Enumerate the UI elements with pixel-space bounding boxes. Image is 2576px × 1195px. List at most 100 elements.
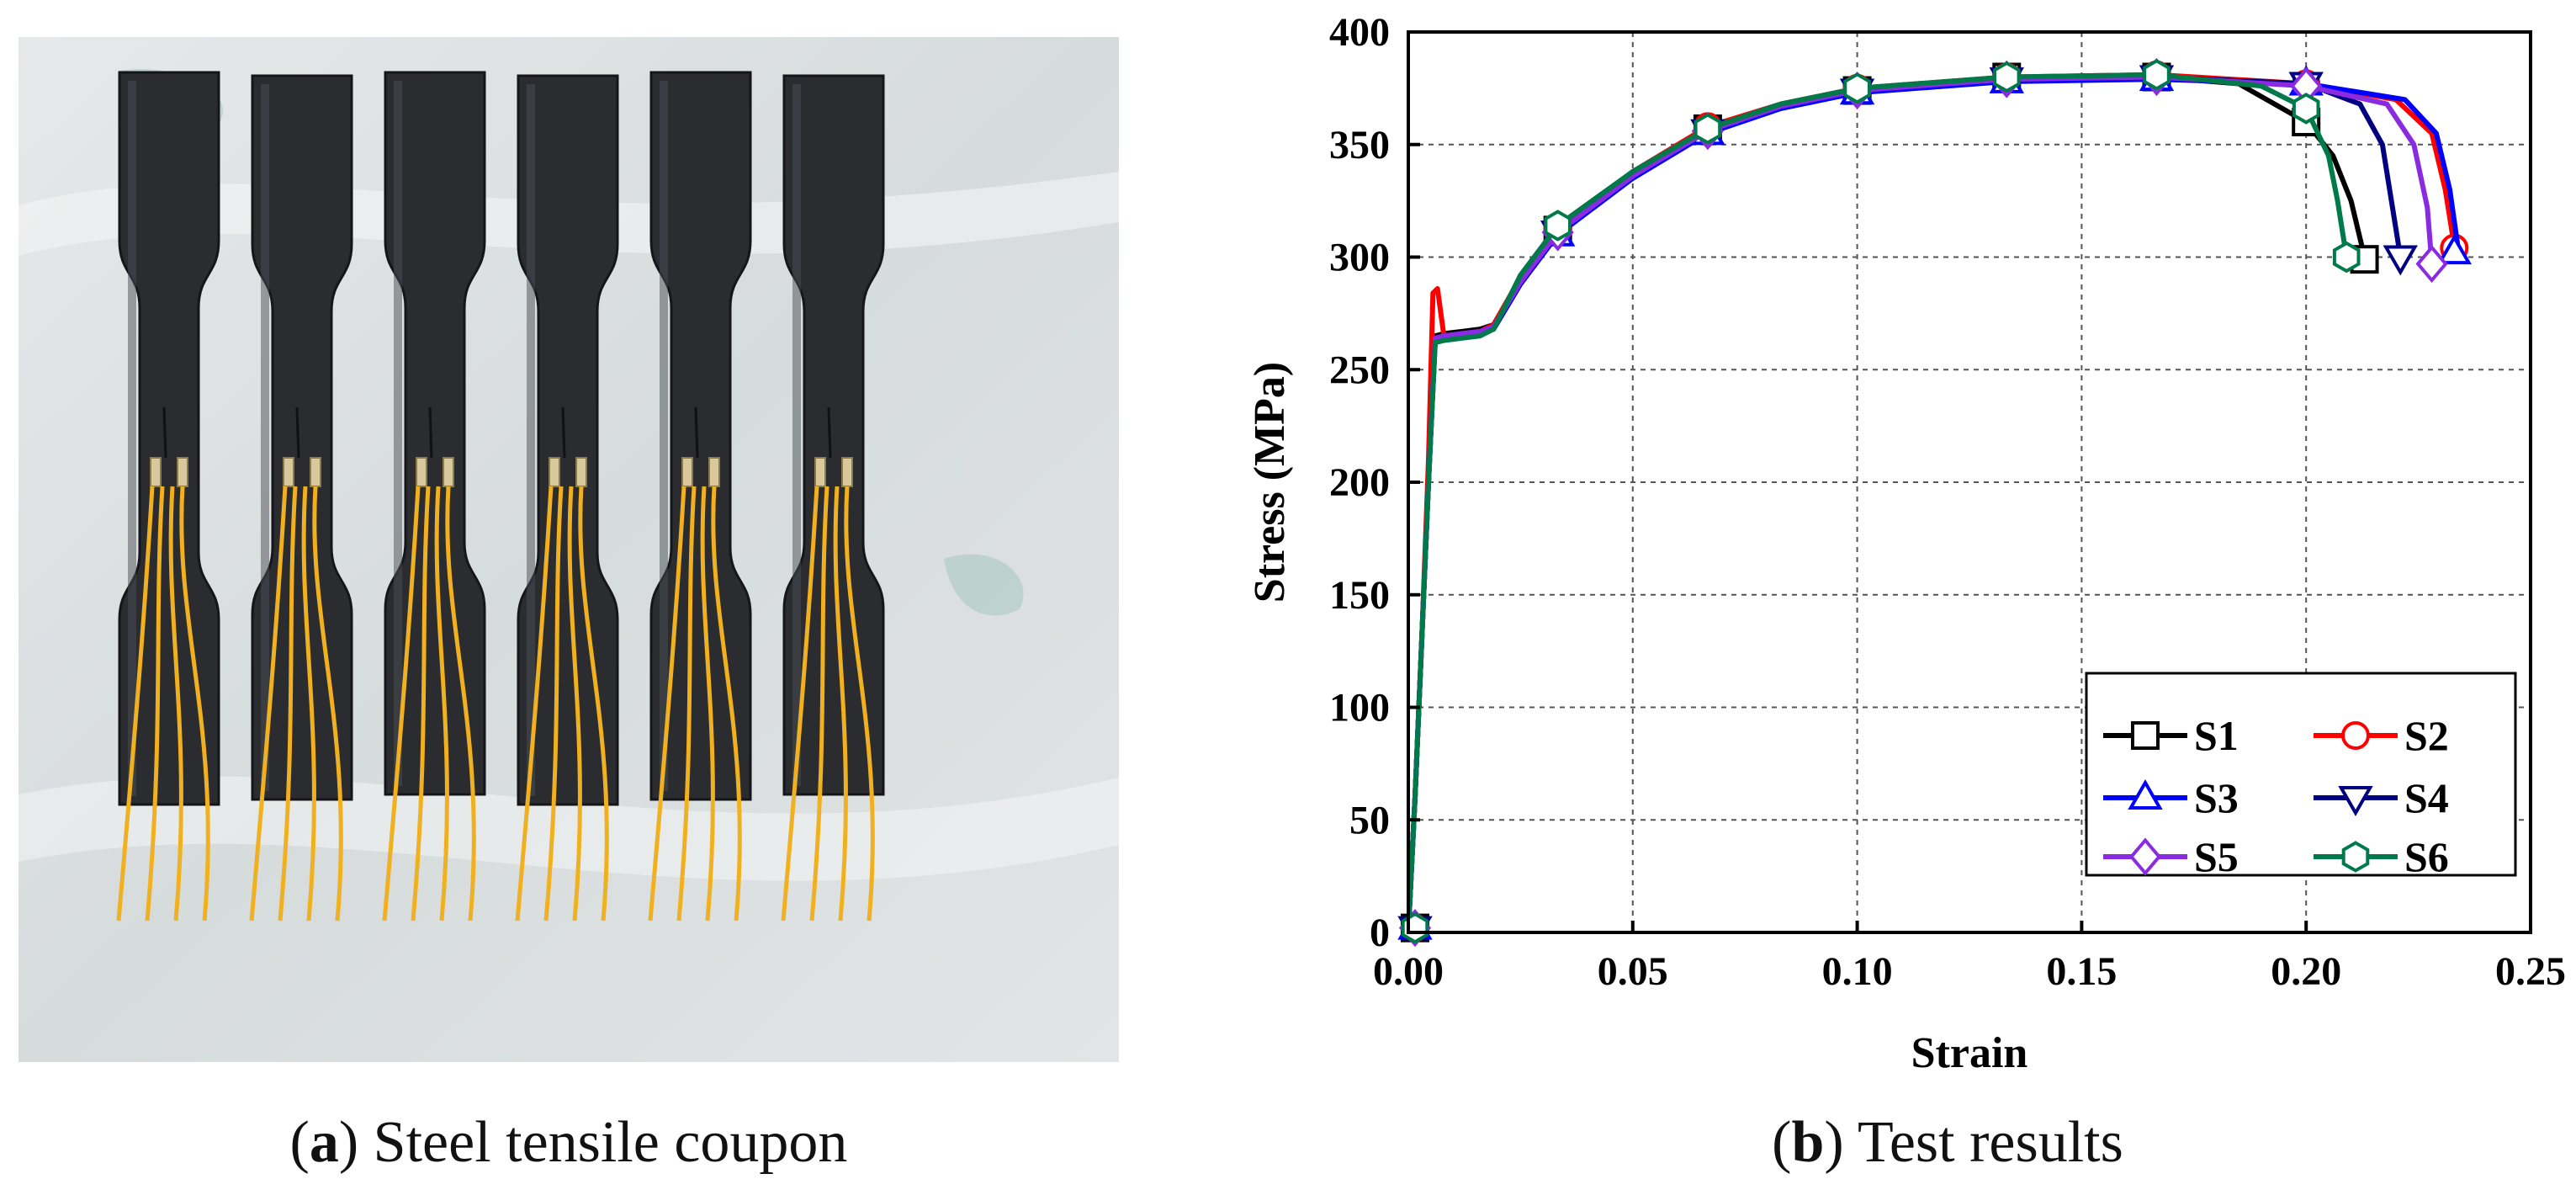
lead-wire [312, 486, 343, 921]
data-point-s4 [2383, 245, 2418, 276]
lead-wire [844, 486, 875, 921]
strain-gauge [841, 457, 853, 487]
strain-gauge [549, 457, 560, 487]
lead-wire [567, 486, 582, 921]
y-tick-label: 100 [1329, 686, 1390, 730]
lead-wire [411, 486, 431, 921]
caption-b-label: b [1791, 1110, 1825, 1175]
lead-wire [179, 486, 210, 921]
lead-wire [676, 486, 697, 921]
x-axis-label: Strain [1911, 1029, 2028, 1077]
lead-wire [809, 486, 830, 921]
lead-wire [278, 486, 298, 921]
data-point-s6 [1544, 210, 1572, 242]
strain-gauge [150, 457, 162, 487]
data-point-s6 [2332, 241, 2361, 274]
specimen-highlight [394, 81, 402, 786]
tensile-coupon-photo [19, 37, 1119, 1062]
data-point-s6 [1993, 61, 2021, 93]
specimen-highlight [660, 81, 668, 791]
lead-wire [168, 486, 183, 921]
data-point-s3 [2436, 234, 2472, 265]
legend-marker-s4 [2338, 786, 2373, 817]
legend-label-s6: S6 [2404, 833, 2449, 880]
x-tick-label: 0.20 [2271, 949, 2341, 994]
specimen-highlight [527, 84, 535, 796]
lead-wire [515, 486, 554, 921]
specimen-highlight [128, 81, 136, 796]
legend-marker-s2 [2341, 721, 2370, 750]
lead-wire [434, 486, 449, 921]
legend-label-s5: S5 [2194, 833, 2239, 880]
strain-gauge [575, 457, 587, 487]
lead-wire [543, 486, 564, 921]
lead-wire [711, 486, 742, 921]
legend-label-s3: S3 [2194, 774, 2239, 821]
lead-wire [116, 486, 155, 921]
y-tick-label: 300 [1329, 236, 1390, 280]
y-axis-label: Stress (MPa) [1246, 362, 1294, 603]
legend: S1 S2 S3 S4 S5 S6 [2085, 672, 2517, 880]
legend-marker-s3 [2128, 778, 2163, 810]
data-point-s5 [2415, 244, 2448, 284]
legend-marker-s6 [2341, 841, 2370, 873]
legend-marker-s1 [2131, 721, 2160, 750]
x-tick-label: 0.10 [1822, 949, 1893, 994]
strain-gauge [814, 457, 826, 487]
specimen-group [116, 71, 885, 921]
x-tick-label: 0.25 [2495, 949, 2566, 994]
legend-label-s4: S4 [2404, 774, 2449, 821]
y-tick-label: 0 [1370, 911, 1390, 955]
legend-box [2085, 672, 2517, 877]
caption-a-text: Steel tensile coupon [373, 1110, 848, 1175]
data-point-s6 [2143, 58, 2171, 91]
y-tick-label: 50 [1349, 798, 1390, 842]
lead-wire [249, 486, 288, 921]
gauge-lead [827, 406, 832, 459]
stress-strain-chart: 0.00 0.05 0.10 0.15 0.20 0.25 0 50 100 150 200 250 3… [1195, 0, 2576, 1111]
legend-label-s2: S2 [2404, 712, 2449, 759]
data-point-s6 [2292, 93, 2320, 125]
y-tick-label: 200 [1329, 460, 1390, 505]
series-line-s6 [1406, 72, 2350, 933]
gauge-lead [295, 406, 300, 459]
caption-b: (b) Test results [1772, 1110, 2123, 1175]
lead-wire [578, 486, 609, 921]
photo-illustration [19, 37, 1119, 1062]
lead-wire [382, 486, 421, 921]
specimen-highlight [261, 84, 269, 791]
data-point-s6 [1693, 113, 1722, 145]
gauge-lead [694, 406, 699, 459]
x-tick-label: 0.00 [1373, 949, 1444, 994]
gauge-lead [162, 406, 167, 459]
green-stain [944, 554, 1024, 616]
data-point-s6 [1401, 911, 1429, 944]
chart-svg: 0.00 0.05 0.10 0.15 0.20 0.25 0 50 100 150 200 250 3… [1246, 10, 2566, 1077]
y-tick-label: 400 [1329, 10, 1390, 55]
lead-wire [700, 486, 715, 921]
specimen-highlight [792, 84, 801, 786]
strain-gauge [708, 457, 720, 487]
x-tick-label: 0.05 [1598, 949, 1668, 994]
y-tick-label: 250 [1329, 348, 1390, 392]
legend-label-s1: S1 [2194, 712, 2239, 759]
y-tick-label: 150 [1329, 573, 1390, 618]
lead-wire [145, 486, 165, 921]
strain-gauge [681, 457, 693, 487]
lead-wire [648, 486, 686, 921]
lead-wire [445, 486, 476, 921]
lead-wire [833, 486, 848, 921]
strain-gauge [416, 457, 427, 487]
strain-gauge [310, 457, 321, 487]
gauge-lead [561, 406, 566, 459]
x-tick-label: 0.15 [2046, 949, 2117, 994]
strain-gauge [283, 457, 294, 487]
lead-wire [781, 486, 819, 921]
y-tick-label: 350 [1329, 123, 1390, 167]
data-point-s6 [1843, 72, 1871, 104]
strain-gauge [443, 457, 454, 487]
caption-a: (a) Steel tensile coupon [289, 1110, 848, 1175]
legend-marker-s5 [2128, 837, 2162, 876]
lead-wire [301, 486, 316, 921]
caption-a-label: a [309, 1110, 339, 1175]
